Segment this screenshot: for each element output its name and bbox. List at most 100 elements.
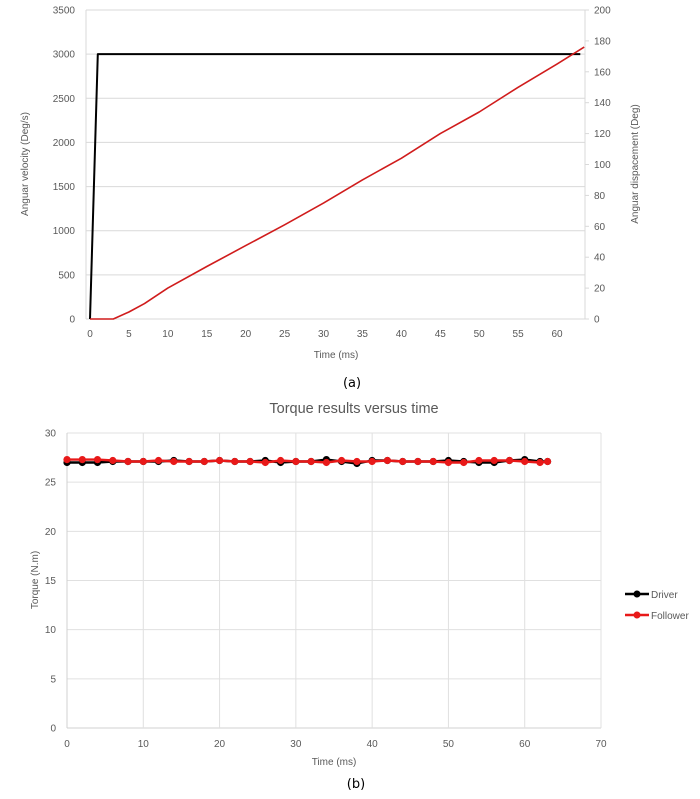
data-point-follower <box>261 458 269 467</box>
x-tick-label: 10 <box>162 329 174 340</box>
y2-tick-label: 180 <box>594 36 611 47</box>
chart-a-x-axis-label: Time (ms) <box>314 350 359 361</box>
y-tick-label: 5 <box>50 674 56 685</box>
y2-tick-label: 200 <box>594 6 611 17</box>
chart-a-x-ticks: 0 5 10 15 20 25 30 35 40 45 50 55 60 <box>87 329 563 340</box>
x-tick-label: 25 <box>279 329 291 340</box>
chart-b-x-axis-label: Time (ms) <box>312 757 357 768</box>
y-tick-label: 1000 <box>53 226 76 237</box>
x-tick-label: 0 <box>64 739 70 750</box>
data-point-follower <box>414 457 422 466</box>
data-point-follower <box>505 456 514 465</box>
chart-b-y-axis-label: Torque (N.m) <box>30 551 41 609</box>
chart-b-y-ticks: 0 5 10 15 20 25 30 <box>45 429 57 735</box>
x-tick-label: 55 <box>513 329 525 340</box>
x-tick-label: 15 <box>201 329 213 340</box>
x-tick-label: 10 <box>138 739 150 750</box>
data-point-follower <box>185 457 193 466</box>
chart-a-y-axis-label: Anguar velocity (Deg/s) <box>20 112 31 216</box>
y-tick-label: 0 <box>69 315 75 326</box>
y2-tick-label: 100 <box>594 160 611 171</box>
legend-follower-marker-icon <box>633 611 641 619</box>
y-tick-label: 10 <box>45 625 57 636</box>
chart-b-caption: (b) <box>347 777 365 792</box>
data-point-follower <box>444 458 452 467</box>
data-point-follower <box>78 456 86 464</box>
y-tick-label: 20 <box>45 527 57 538</box>
chart-a-y2-ticks: 0 20 40 60 80 100 120 140 160 180 200 <box>585 6 611 326</box>
legend-follower-label: Follower <box>651 611 689 622</box>
x-tick-label: 20 <box>214 739 226 750</box>
chart-b-x-ticks: 0 10 20 30 40 50 60 70 <box>64 739 607 750</box>
x-tick-label: 30 <box>318 329 330 340</box>
x-tick-label: 0 <box>87 329 93 340</box>
data-point-follower <box>544 457 552 466</box>
y-tick-label: 2000 <box>53 138 76 149</box>
chart-b-torque-vs-time: Torque results versus time 051015202530 … <box>30 401 689 792</box>
chart-a-axes <box>85 10 586 320</box>
data-point-follower <box>231 457 239 466</box>
data-point-follower <box>93 456 102 464</box>
data-point-follower <box>277 456 285 465</box>
data-point-follower <box>109 456 117 465</box>
data-point-follower <box>216 456 224 465</box>
y-tick-label: 25 <box>45 478 57 489</box>
y2-tick-label: 80 <box>594 191 606 202</box>
data-point-follower <box>307 457 315 466</box>
series-follower <box>63 456 552 467</box>
data-point-follower <box>246 457 254 466</box>
data-point-follower <box>490 456 498 465</box>
data-point-follower <box>460 458 468 467</box>
x-tick-label: 70 <box>595 739 607 750</box>
x-tick-label: 45 <box>435 329 447 340</box>
x-tick-label: 20 <box>240 329 252 340</box>
x-tick-label: 60 <box>519 739 531 750</box>
y2-tick-label: 60 <box>594 222 606 233</box>
y-tick-label: 3500 <box>53 6 76 17</box>
y-tick-label: 1500 <box>53 182 76 193</box>
x-tick-label: 60 <box>551 329 563 340</box>
series-line-angular-velocity <box>89 53 581 320</box>
y-tick-label: 0 <box>50 724 56 735</box>
chart-b-series <box>63 456 552 468</box>
y2-tick-label: 160 <box>594 67 611 78</box>
data-point-follower <box>292 457 300 466</box>
y2-tick-label: 140 <box>594 98 611 109</box>
x-tick-label: 50 <box>474 329 486 340</box>
data-point-follower <box>63 456 71 464</box>
chart-a-caption: (a) <box>343 376 361 391</box>
data-point-follower <box>139 457 147 466</box>
y-tick-label: 15 <box>45 576 57 587</box>
y-tick-label: 3000 <box>53 50 76 61</box>
chart-b-gridlines <box>66 432 602 729</box>
data-point-follower <box>475 456 483 465</box>
data-point-follower <box>322 458 330 467</box>
x-tick-label: 50 <box>443 739 455 750</box>
chart-a-gridlines <box>86 9 585 276</box>
x-tick-label: 35 <box>357 329 369 340</box>
series-line-angular-displacement <box>90 46 585 320</box>
legend-item-follower: Follower <box>625 611 689 622</box>
chart-a-series <box>89 46 585 320</box>
data-point-follower <box>353 457 361 466</box>
chart-a-y2-axis-label: Anguar dispacement (Deg) <box>630 104 641 224</box>
x-tick-label: 30 <box>290 739 302 750</box>
chart-a-y-ticks: 0 500 1000 1500 2000 2500 3000 3500 <box>53 6 76 326</box>
legend-driver-marker-icon <box>633 590 641 598</box>
x-tick-label: 5 <box>126 329 132 340</box>
y2-tick-label: 0 <box>594 315 600 326</box>
chart-b-legend: Driver Follower <box>625 590 689 622</box>
data-point-follower <box>429 457 437 466</box>
x-tick-label: 40 <box>396 329 408 340</box>
data-point-follower <box>368 457 376 466</box>
data-point-follower <box>338 456 346 465</box>
data-point-follower <box>383 456 391 465</box>
x-tick-label: 40 <box>367 739 379 750</box>
chart-b-title: Torque results versus time <box>269 401 438 417</box>
y2-tick-label: 40 <box>594 253 606 264</box>
data-point-follower <box>200 457 208 466</box>
y-tick-label: 30 <box>45 429 57 440</box>
data-point-follower <box>154 456 163 465</box>
y2-tick-label: 120 <box>594 129 611 140</box>
